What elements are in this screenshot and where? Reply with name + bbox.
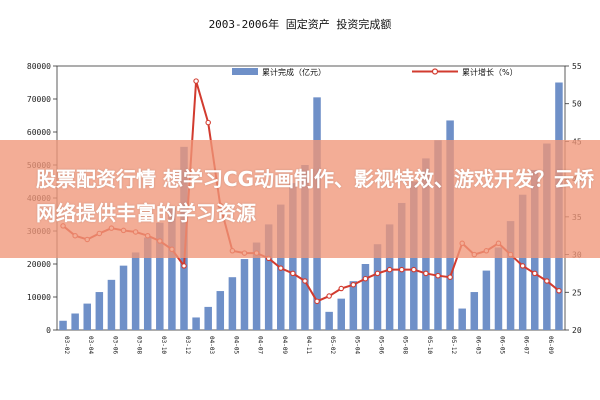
chart-title: 2003-2006年 固定资产 投资完成额 xyxy=(209,17,392,31)
line-point-05-07 xyxy=(386,266,393,273)
legend-label-line: 累计增长（%） xyxy=(462,67,518,77)
x-tick-label: 03-12 xyxy=(184,336,191,354)
right-tick-label: 55 xyxy=(572,62,582,71)
bar-05-06 xyxy=(373,244,382,330)
bar-04-05 xyxy=(228,277,237,330)
x-tick-label: 05-02 xyxy=(329,336,336,354)
x-tick-label: 04-07 xyxy=(257,336,264,354)
right-tick-label: 20 xyxy=(572,326,582,335)
x-tick-label: 03-04 xyxy=(87,336,94,354)
line-point-05-10 xyxy=(423,270,429,277)
left-tick-label: 80000 xyxy=(27,62,51,71)
legend-swatch-bar xyxy=(232,68,258,75)
left-tick-label: 60000 xyxy=(27,128,51,137)
bar-06-04 xyxy=(482,270,491,330)
bar-03-07 xyxy=(119,265,128,330)
left-tick-label: 10000 xyxy=(27,293,51,302)
line-point-05-11 xyxy=(435,272,441,279)
right-tick-label: 50 xyxy=(572,100,582,109)
legend-label-bar: 累计完成（亿元） xyxy=(262,67,326,77)
x-tick-label: 04-09 xyxy=(281,336,288,354)
x-tick-label: 06-07 xyxy=(523,336,530,354)
bar-03-11 xyxy=(168,207,176,330)
line-point-04-12 xyxy=(314,298,320,305)
line-point-04-03 xyxy=(205,119,211,126)
line-point-05-08 xyxy=(398,266,405,273)
bar-06-06 xyxy=(506,221,515,330)
bar-04-08 xyxy=(264,224,273,330)
bar-05-04 xyxy=(349,281,358,330)
bar-03-03 xyxy=(71,313,79,330)
bar-03-05 xyxy=(95,292,104,330)
x-tick-label: 04-05 xyxy=(232,336,239,354)
line-point-05-03 xyxy=(338,285,344,292)
line-point-04-11 xyxy=(302,278,308,284)
line-point-05-04 xyxy=(350,281,357,288)
bar-04-06 xyxy=(240,259,249,330)
line-point-06-10 xyxy=(556,288,562,294)
x-tick-label: 05-04 xyxy=(353,336,360,354)
line-point-05-09 xyxy=(411,266,417,273)
x-tick-label: 03-02 xyxy=(63,336,70,354)
left-tick-label: 70000 xyxy=(27,95,51,104)
bar-06-05 xyxy=(494,247,503,330)
bar-05-08 xyxy=(397,202,406,330)
bar-03-09 xyxy=(143,237,152,330)
x-tick-label: 06-09 xyxy=(547,336,554,354)
bar-04-03 xyxy=(204,306,212,330)
left-tick-label: 0 xyxy=(46,326,51,335)
bar-05-02 xyxy=(325,311,333,330)
bar-06-07 xyxy=(518,194,527,330)
x-tick-label: 05-12 xyxy=(450,336,457,354)
bar-06-02 xyxy=(458,308,466,330)
promo-banner-text[interactable]: 股票配资行情 想学习CG动画制作、影视特效、游戏开发？云桥网络提供丰富的学习资源 xyxy=(36,167,595,225)
bar-03-06 xyxy=(107,279,116,330)
x-axis: 03-02 03-04 03-06 03-08 03-10 03-12 04-03 04-05… xyxy=(63,336,554,354)
left-tick-label: 20000 xyxy=(27,260,51,269)
line-point-06-09 xyxy=(544,278,550,284)
line-point-06-08 xyxy=(532,270,538,277)
legend-line-marker xyxy=(431,68,439,75)
line-point-05-05 xyxy=(362,275,369,282)
line-point-04-10 xyxy=(290,270,296,277)
line-point-05-12 xyxy=(447,274,453,280)
bar-04-07 xyxy=(252,242,261,330)
x-tick-label: 03-06 xyxy=(111,336,118,354)
right-tick-label: 25 xyxy=(572,288,582,297)
promo-banner[interactable] xyxy=(0,140,600,258)
line-point-06-07 xyxy=(519,263,526,269)
line-point-03-12 xyxy=(181,263,187,269)
x-tick-label: 03-10 xyxy=(160,336,167,354)
x-tick-label: 03-08 xyxy=(136,336,143,354)
x-tick-label: 05-06 xyxy=(378,336,385,354)
x-tick-label: 04-03 xyxy=(208,336,215,354)
x-tick-label: 05-10 xyxy=(426,336,433,354)
bar-03-02 xyxy=(59,320,67,330)
x-tick-label: 05-08 xyxy=(402,336,409,354)
bar-04-04 xyxy=(216,291,225,330)
x-tick-label: 04-11 xyxy=(305,336,312,354)
bar-05-03 xyxy=(337,298,345,330)
line-point-05-06 xyxy=(374,270,381,277)
bar-03-04 xyxy=(83,303,91,330)
bar-05-05 xyxy=(361,264,370,330)
line-point-05-02 xyxy=(326,293,332,299)
bar-05-07 xyxy=(385,224,394,330)
line-point-04-02 xyxy=(193,78,199,84)
line-point-04-09 xyxy=(278,265,284,271)
legend: 累计完成（亿元） 累计增长（%） xyxy=(232,67,518,77)
bar-03-08 xyxy=(131,252,140,330)
x-tick-label: 06-05 xyxy=(498,336,505,354)
bar-06-03 xyxy=(470,292,479,330)
bar-04-02 xyxy=(192,317,200,330)
x-tick-label: 06-03 xyxy=(474,336,481,354)
bar-03-10 xyxy=(156,222,164,330)
